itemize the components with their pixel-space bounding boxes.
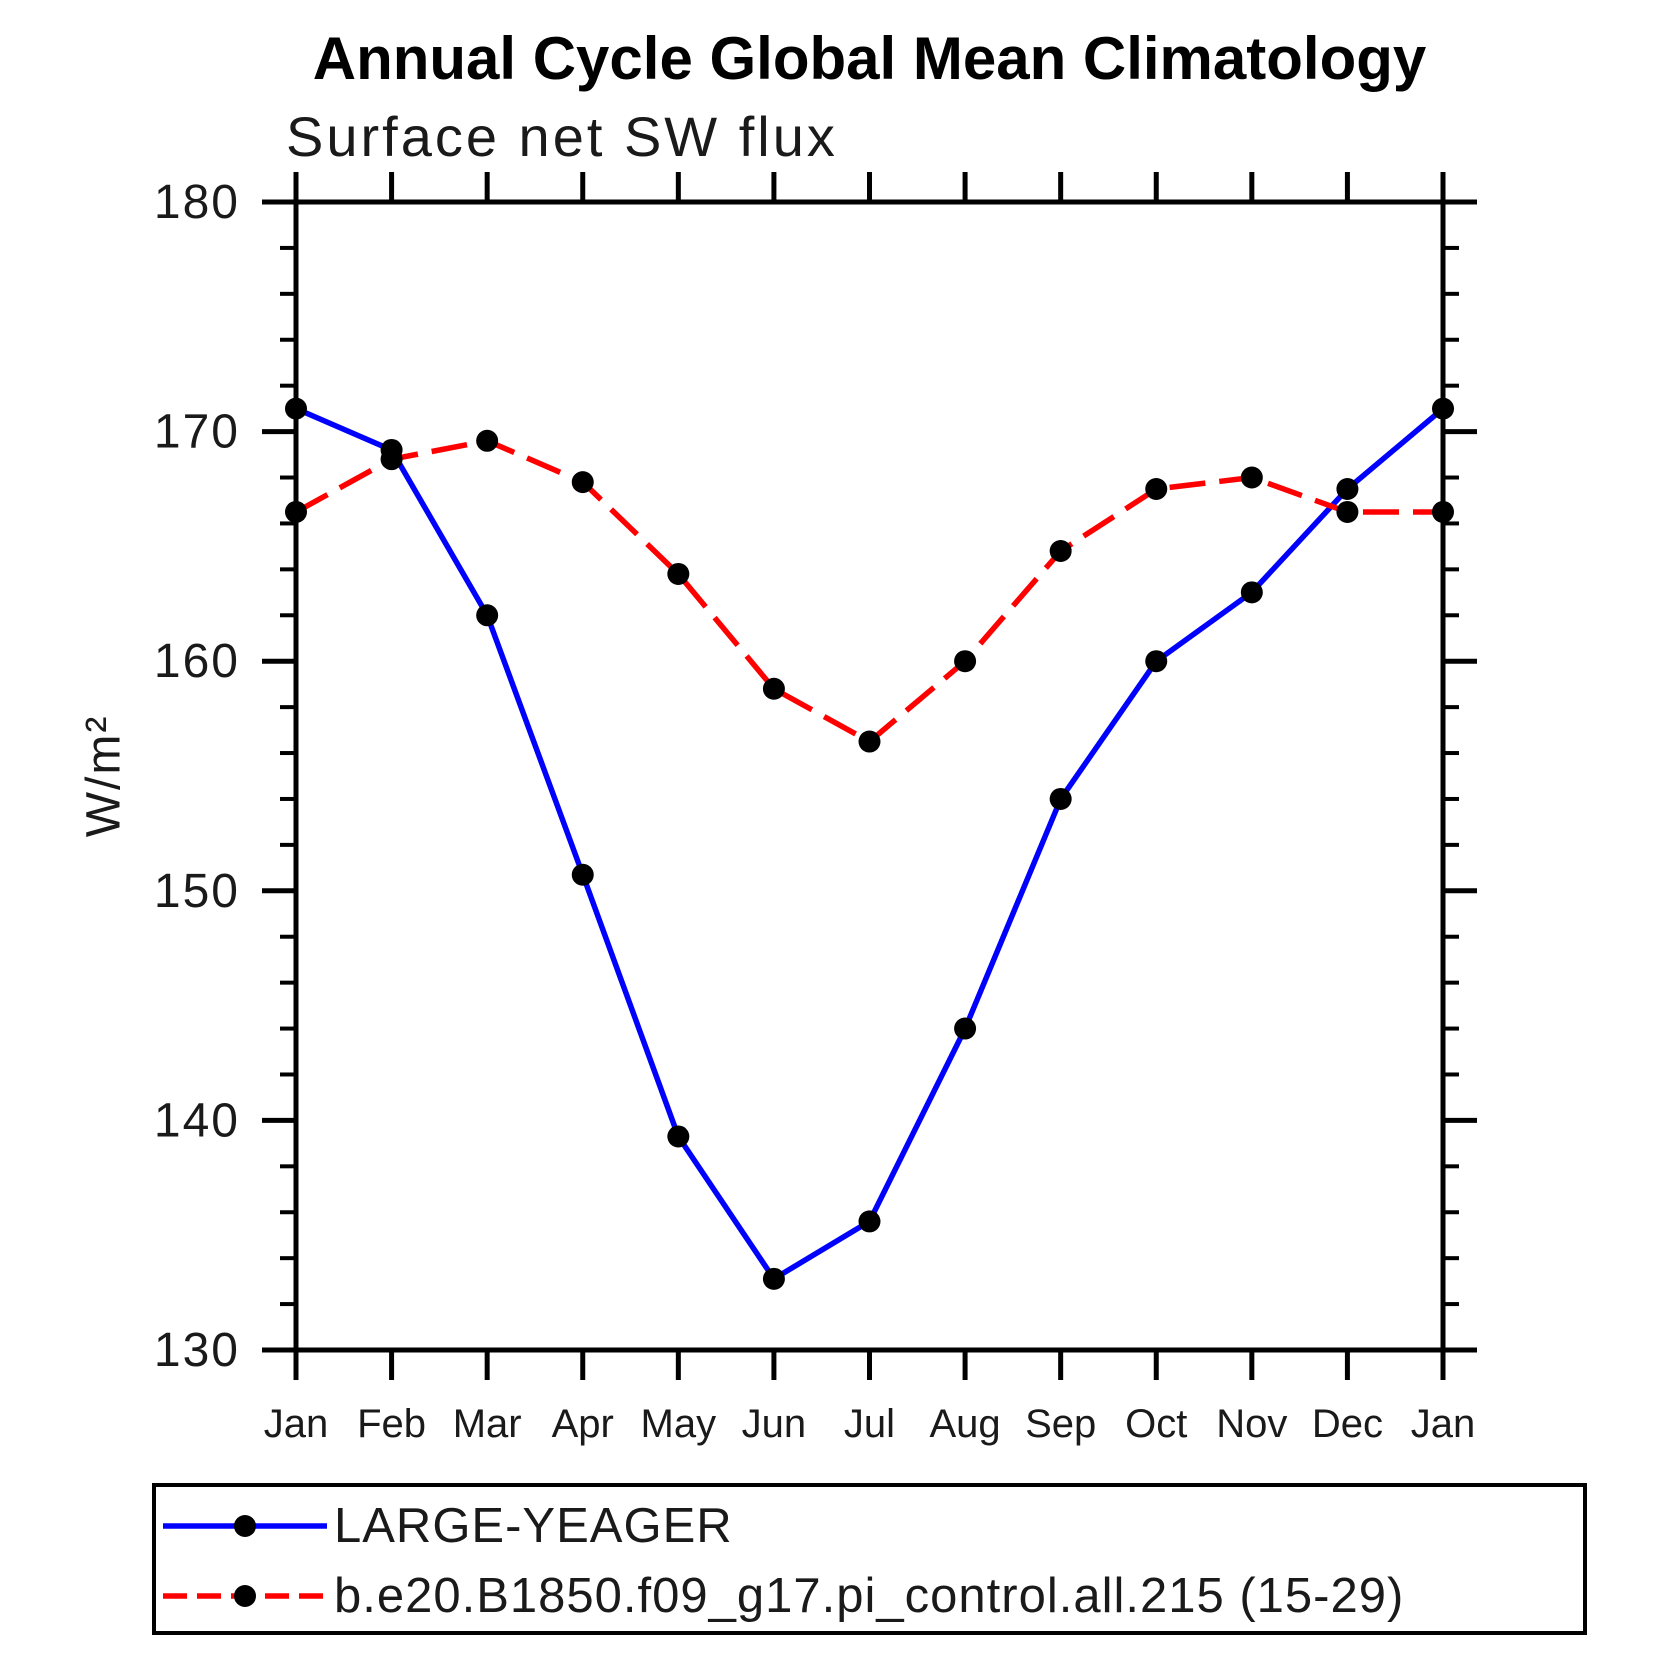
legend-sample-marker (234, 1585, 256, 1607)
data-point-marker-1 (1336, 500, 1359, 523)
series-line-1 (294, 438, 1443, 745)
data-point-marker-0 (1432, 397, 1454, 420)
data-point-marker-1 (1432, 500, 1454, 523)
data-point-marker-0 (476, 604, 499, 627)
data-point-marker-0 (954, 1017, 977, 1040)
data-point-marker-1 (762, 677, 785, 700)
data-point-marker-0 (667, 1125, 690, 1148)
x-tick-label: Sep (1025, 1402, 1096, 1446)
y-tick-label: 130 (154, 1324, 240, 1377)
data-point-marker-0 (285, 397, 307, 420)
x-tick-label: Dec (1312, 1402, 1383, 1446)
data-point-marker-0 (1336, 478, 1359, 500)
data-point-marker-0 (762, 1267, 785, 1290)
y-tick-label: 150 (154, 865, 240, 918)
x-tick-label: Jul (844, 1402, 895, 1446)
data-point-marker-0 (1145, 650, 1168, 673)
legend-item: LARGE-YEAGER (159, 1495, 733, 1557)
data-point-marker-1 (1240, 466, 1263, 489)
chart-subtitle: Surface net SW flux (286, 105, 838, 168)
x-tick-label: Feb (357, 1402, 426, 1446)
series-line-0 (294, 406, 1445, 1282)
legend-sample-marker (234, 1515, 256, 1537)
x-tick-label: Aug (929, 1402, 1000, 1446)
data-point-marker-1 (1049, 539, 1072, 562)
data-point-marker-0 (1240, 581, 1263, 604)
data-point-marker-0 (858, 1210, 881, 1233)
data-point-marker-1 (1145, 478, 1168, 500)
x-tick-label: Jun (742, 1402, 807, 1446)
data-point-marker-1 (380, 448, 403, 471)
x-tick-label: May (641, 1402, 717, 1446)
chart-title: Annual Cycle Global Mean Climatology (312, 25, 1427, 92)
x-tick-label: Mar (453, 1402, 522, 1446)
data-point-marker-1 (476, 429, 499, 452)
legend-line-sample (163, 1585, 327, 1607)
x-tick-label: Jan (1411, 1402, 1476, 1446)
x-tick-label: Oct (1125, 1402, 1187, 1446)
data-point-marker-1 (285, 500, 307, 523)
data-point-marker-0 (571, 863, 594, 886)
y-tick-label: 170 (154, 406, 240, 459)
legend-line-sample (163, 1515, 327, 1537)
data-point-marker-1 (667, 562, 690, 585)
data-point-marker-1 (858, 730, 881, 753)
data-point-marker-0 (1049, 787, 1072, 810)
x-tick-label: Jan (264, 1402, 329, 1446)
legend-label: LARGE-YEAGER (334, 1499, 733, 1553)
y-tick-label: 160 (154, 635, 240, 688)
legend-box: LARGE-YEAGER b.e20.B1850.f09_g17.pi_cont… (152, 1483, 1587, 1635)
data-point-marker-1 (954, 650, 977, 673)
legend-item: b.e20.B1850.f09_g17.pi_control.all.215 (… (159, 1565, 1404, 1627)
y-tick-label: 180 (154, 176, 240, 229)
plot-frame (293, 199, 1446, 1353)
x-tick-label: Nov (1216, 1402, 1287, 1446)
x-tick-label: Apr (552, 1402, 614, 1446)
legend-label: b.e20.B1850.f09_g17.pi_control.all.215 (… (334, 1569, 1405, 1623)
data-point-marker-1 (571, 471, 594, 494)
y-tick-label: 140 (154, 1094, 240, 1147)
